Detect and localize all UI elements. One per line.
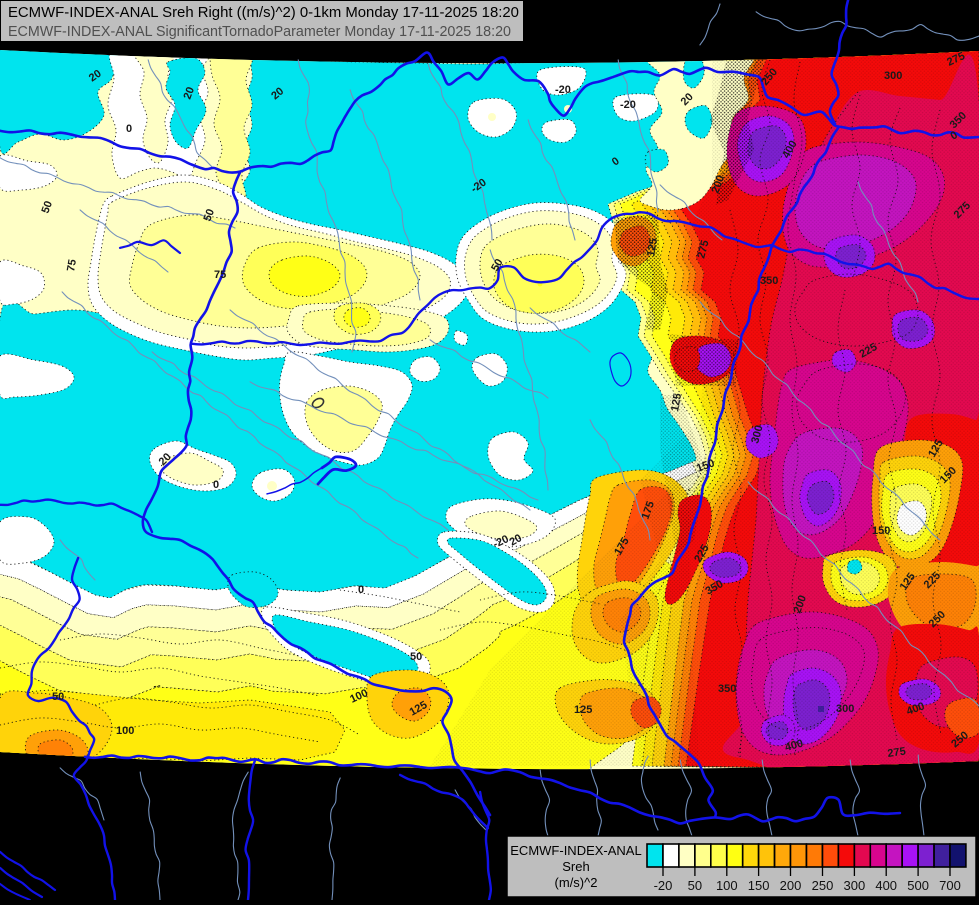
- svg-text:20: 20: [508, 532, 525, 549]
- svg-text:200: 200: [792, 594, 810, 615]
- svg-text:400: 400: [784, 738, 805, 754]
- svg-text:700: 700: [939, 878, 961, 893]
- svg-text:-20: -20: [555, 84, 571, 96]
- svg-text:350: 350: [760, 275, 778, 287]
- svg-text:50: 50: [688, 878, 702, 893]
- svg-text:50: 50: [202, 207, 217, 223]
- svg-text:20: 20: [87, 68, 104, 85]
- svg-text:300: 300: [749, 424, 765, 445]
- svg-text:125: 125: [645, 237, 660, 257]
- svg-text:200: 200: [710, 174, 728, 195]
- svg-text:20: 20: [182, 85, 197, 101]
- svg-text:300: 300: [836, 703, 854, 715]
- svg-text:ECMWF-INDEX-ANAL SignificantTo: ECMWF-INDEX-ANAL SignificantTornadoParam…: [8, 24, 511, 40]
- svg-text:175: 175: [640, 500, 658, 521]
- svg-text:150: 150: [748, 878, 770, 893]
- svg-text:50: 50: [52, 691, 64, 703]
- svg-text:0: 0: [949, 129, 960, 142]
- svg-text:300: 300: [844, 878, 866, 893]
- svg-text:(m/s)^2: (m/s)^2: [555, 875, 598, 890]
- svg-text:300: 300: [884, 70, 902, 82]
- svg-text:400: 400: [905, 700, 926, 718]
- svg-text:0: 0: [213, 479, 219, 491]
- svg-text:ECMWF-INDEX-ANAL Sreh Right ((: ECMWF-INDEX-ANAL Sreh Right ((m/s)^2) 0-…: [8, 5, 519, 21]
- svg-text:150: 150: [695, 457, 716, 475]
- svg-text:350: 350: [718, 683, 736, 695]
- svg-text:100: 100: [716, 878, 738, 893]
- svg-text:150: 150: [872, 525, 890, 537]
- svg-text:125: 125: [574, 704, 592, 716]
- svg-text:0: 0: [610, 155, 622, 168]
- svg-text:-20: -20: [620, 99, 636, 111]
- svg-text:275: 275: [887, 746, 907, 760]
- svg-text:0: 0: [126, 123, 132, 135]
- svg-text:275: 275: [695, 239, 711, 260]
- svg-text:Sreh: Sreh: [562, 859, 589, 874]
- svg-text:100: 100: [116, 725, 134, 737]
- svg-text:125: 125: [669, 392, 684, 412]
- svg-text:400: 400: [875, 878, 897, 893]
- svg-text:250: 250: [812, 878, 834, 893]
- svg-text:50: 50: [410, 651, 422, 663]
- svg-text:200: 200: [780, 878, 802, 893]
- svg-text:-20: -20: [654, 878, 673, 893]
- svg-text:75: 75: [65, 258, 79, 272]
- svg-text:500: 500: [907, 878, 929, 893]
- svg-text:75: 75: [214, 269, 226, 281]
- svg-text:0: 0: [358, 584, 364, 596]
- svg-text:50: 50: [40, 199, 55, 215]
- svg-text:ECMWF-INDEX-ANAL: ECMWF-INDEX-ANAL: [510, 843, 641, 858]
- svg-text:50: 50: [489, 257, 506, 274]
